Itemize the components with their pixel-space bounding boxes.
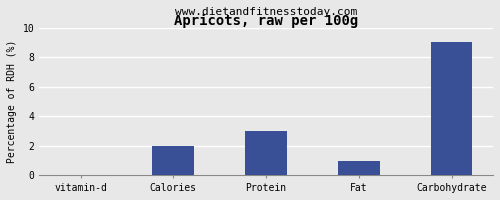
Bar [338,161,380,175]
Y-axis label: Percentage of RDH (%): Percentage of RDH (%) [7,40,17,163]
Bar [245,131,287,175]
Bar [152,146,194,175]
Title: Apricots, raw per 100g: Apricots, raw per 100g [174,14,358,28]
Bar [430,42,472,175]
Text: www.dietandfitnesstoday.com: www.dietandfitnesstoday.com [175,7,357,17]
